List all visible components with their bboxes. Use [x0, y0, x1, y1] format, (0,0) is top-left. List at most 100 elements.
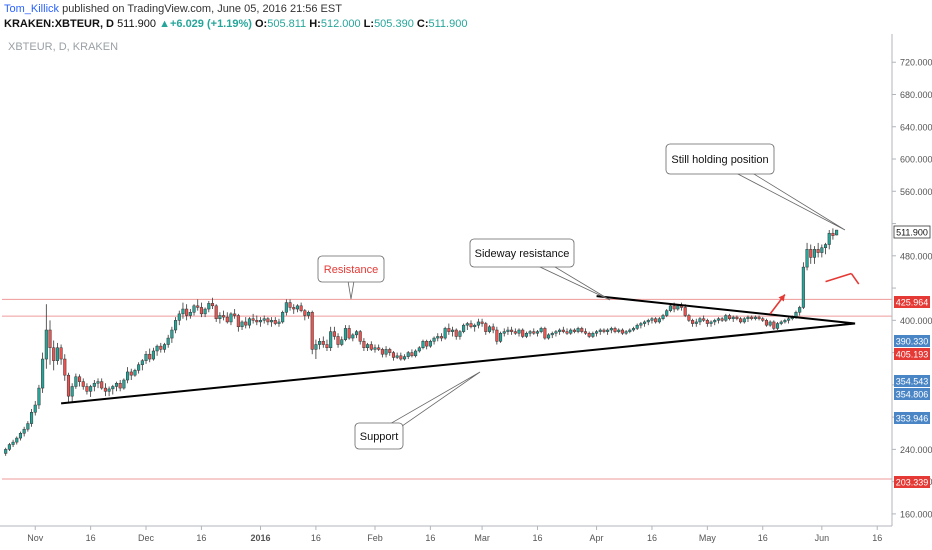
y-tick-label: 480.000	[900, 251, 932, 261]
candle-body	[665, 310, 669, 316]
candle-body	[37, 387, 41, 406]
candle-body	[462, 324, 466, 332]
candle-body	[779, 321, 783, 324]
candle-body	[425, 341, 429, 347]
candle-body	[100, 381, 104, 389]
y-tick-label: 680.000	[900, 90, 932, 100]
candle-body	[524, 332, 528, 337]
candle-body	[643, 321, 647, 324]
candle-body	[742, 318, 746, 323]
price-label-text: 354.543	[896, 377, 929, 387]
candle-body	[369, 344, 373, 350]
candle-body	[314, 344, 318, 350]
callout-box	[665, 143, 775, 175]
candle-body	[672, 305, 676, 310]
candle-body	[606, 329, 610, 332]
red-arrow-tail	[850, 273, 860, 285]
candle-body	[325, 344, 329, 349]
candle-body	[59, 347, 63, 360]
candle-body	[502, 331, 506, 334]
callout-text: Still holding position	[671, 154, 768, 166]
candle-body	[81, 381, 85, 387]
candle-body	[318, 341, 322, 345]
candle-body	[450, 329, 455, 332]
red-arrow-line	[825, 272, 852, 283]
candle-body	[166, 337, 170, 345]
x-tick-label: 16	[647, 533, 657, 543]
candle-body	[491, 326, 495, 331]
y-tick-label: 600.000	[900, 155, 932, 165]
x-tick-label: 16	[425, 533, 435, 543]
candle-body	[44, 329, 48, 360]
candle-body	[118, 382, 122, 389]
candle-body	[207, 303, 211, 310]
candle-body	[310, 312, 314, 350]
candle-body	[698, 318, 702, 323]
callout-1: Resistance	[317, 255, 385, 300]
candle-body	[657, 318, 661, 323]
author-link[interactable]: Tom_Killick	[4, 3, 60, 15]
candle-body	[720, 318, 724, 321]
candle-body	[270, 320, 274, 323]
price-label-box	[894, 375, 930, 387]
callout-box	[317, 255, 385, 283]
candle-body	[63, 358, 67, 376]
candle-body	[709, 321, 713, 324]
candle-body	[583, 331, 588, 334]
candle-body	[572, 329, 576, 332]
candle-body	[668, 305, 672, 311]
candle-body	[576, 328, 580, 332]
price-label-text: 425.964	[896, 298, 929, 308]
time-axis[interactable]: Nov 16 Dec 16 2016 16 Feb 16 Mar 16 Apr 16 May 16 Jun 1…	[27, 526, 882, 543]
sideway-resistance-line	[596, 295, 856, 325]
candle-body	[761, 318, 765, 321]
candle-body	[561, 329, 565, 332]
candle-body	[595, 331, 599, 334]
price-change: +6.029 (+1.19%)	[169, 18, 252, 30]
candle-body	[148, 353, 152, 360]
candle-body	[532, 331, 536, 334]
price-label-box	[893, 225, 931, 239]
candle-body	[399, 355, 403, 360]
candle-body	[535, 331, 540, 334]
candle-body	[484, 323, 488, 332]
price-labels: 511.900 425.964 390.330 405.193 354.543 354.8…	[893, 225, 931, 488]
candle-body	[521, 329, 525, 337]
candle-body	[384, 349, 388, 355]
y-tick-label: 160.000	[900, 509, 932, 519]
x-tick-label: 2016	[250, 533, 270, 543]
publish-info: Tom_Killick published on TradingView.com…	[4, 3, 342, 15]
candle-body	[244, 321, 248, 326]
candle-body	[85, 386, 89, 392]
candle-body	[55, 347, 59, 361]
candle-body	[151, 350, 155, 360]
callout-3: Support	[354, 371, 481, 450]
price-label-box	[894, 348, 930, 360]
candle-body	[137, 364, 141, 371]
y-tick-label: 240.000	[900, 445, 932, 455]
candle-body	[547, 334, 551, 339]
candle-body	[517, 329, 521, 334]
candle-body	[591, 332, 595, 337]
candle-body	[373, 347, 377, 350]
candle-body	[340, 339, 344, 345]
price-label-text: 353.946	[896, 414, 929, 424]
candle-body	[406, 352, 410, 357]
candle-body	[30, 412, 34, 424]
candle-body	[801, 266, 805, 308]
callout-box	[469, 238, 575, 268]
candle-body	[122, 379, 126, 389]
candle-body	[295, 305, 299, 310]
candle-body	[458, 331, 462, 337]
candle-body	[750, 316, 754, 319]
candle-body	[705, 320, 709, 324]
candle-body	[240, 321, 244, 328]
price-label-text: 511.900	[896, 228, 928, 238]
candle-body	[480, 321, 484, 324]
candle-body	[569, 329, 573, 334]
candle-body	[284, 302, 288, 313]
candle-body	[377, 347, 381, 350]
candle-body	[74, 376, 78, 387]
candle-body	[366, 344, 370, 349]
